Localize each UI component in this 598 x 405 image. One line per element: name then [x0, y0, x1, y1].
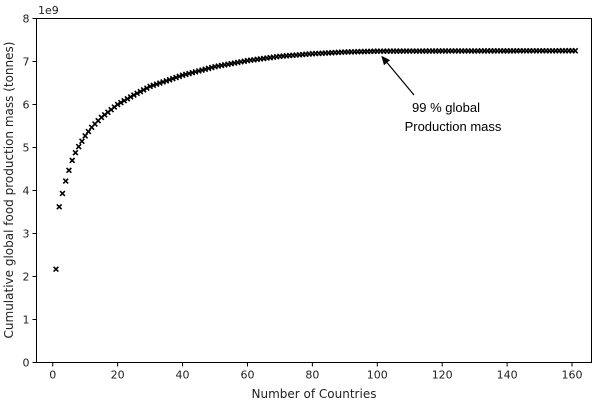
- y-tick-label: 3: [23, 228, 30, 241]
- data-point: [53, 266, 59, 273]
- y-tick-label: 8: [23, 13, 30, 26]
- data-point: [114, 101, 121, 108]
- data-point: [78, 138, 85, 145]
- annotation-arrow: [386, 62, 415, 96]
- data-point: [65, 167, 72, 174]
- data-point: [140, 86, 147, 93]
- data-point: [72, 149, 79, 156]
- x-tick-label: 0: [49, 369, 56, 382]
- data-point: [59, 190, 66, 197]
- data-point: [127, 93, 134, 100]
- x-tick-label: 100: [367, 369, 388, 382]
- data-point: [62, 178, 69, 185]
- annotation-arrowhead: [381, 55, 391, 66]
- y-tick-label: 7: [23, 56, 30, 69]
- x-tick-label: 60: [240, 369, 254, 382]
- plot-area: [36, 18, 592, 363]
- x-tick-label: 80: [305, 369, 319, 382]
- y-tick-label: 1: [23, 314, 30, 327]
- y-tick-label: 2: [23, 271, 30, 284]
- y-tick-label: 4: [23, 185, 30, 198]
- y-tick-label: 5: [23, 142, 30, 155]
- x-axis-ticks: 0 20 40 60 80 100 120 140 160: [49, 362, 583, 382]
- y-axis-label: Cumulative global food production mass (…: [2, 42, 16, 339]
- data-point: [75, 143, 82, 150]
- y-offset-text: 1e9: [38, 4, 59, 17]
- annotation-text-line-2: Production mass: [405, 119, 502, 134]
- data-point: [124, 95, 131, 102]
- x-tick-label: 140: [497, 369, 518, 382]
- x-tick-label: 40: [176, 369, 190, 382]
- x-tick-label: 160: [562, 369, 583, 382]
- y-tick-label: 0: [23, 357, 30, 370]
- data-point: [121, 97, 128, 104]
- annotation: 99 % global Production mass: [381, 55, 502, 134]
- data-point: [572, 47, 579, 54]
- data-point: [134, 90, 141, 97]
- data-point: [56, 203, 63, 210]
- x-tick-label: 20: [111, 369, 125, 382]
- y-tick-label: 6: [23, 99, 30, 112]
- annotation-text-line-1: 99 % global: [412, 100, 480, 115]
- data-point: [137, 88, 144, 95]
- data-point: [143, 85, 150, 92]
- data-point: [130, 92, 137, 99]
- data-points: [53, 47, 579, 273]
- y-axis-ticks: 0 1 2 3 4 5 6 7 8: [23, 13, 37, 370]
- data-point: [117, 99, 124, 106]
- x-tick-label: 120: [432, 369, 453, 382]
- data-point: [69, 157, 76, 164]
- x-axis-label: Number of Countries: [252, 387, 377, 401]
